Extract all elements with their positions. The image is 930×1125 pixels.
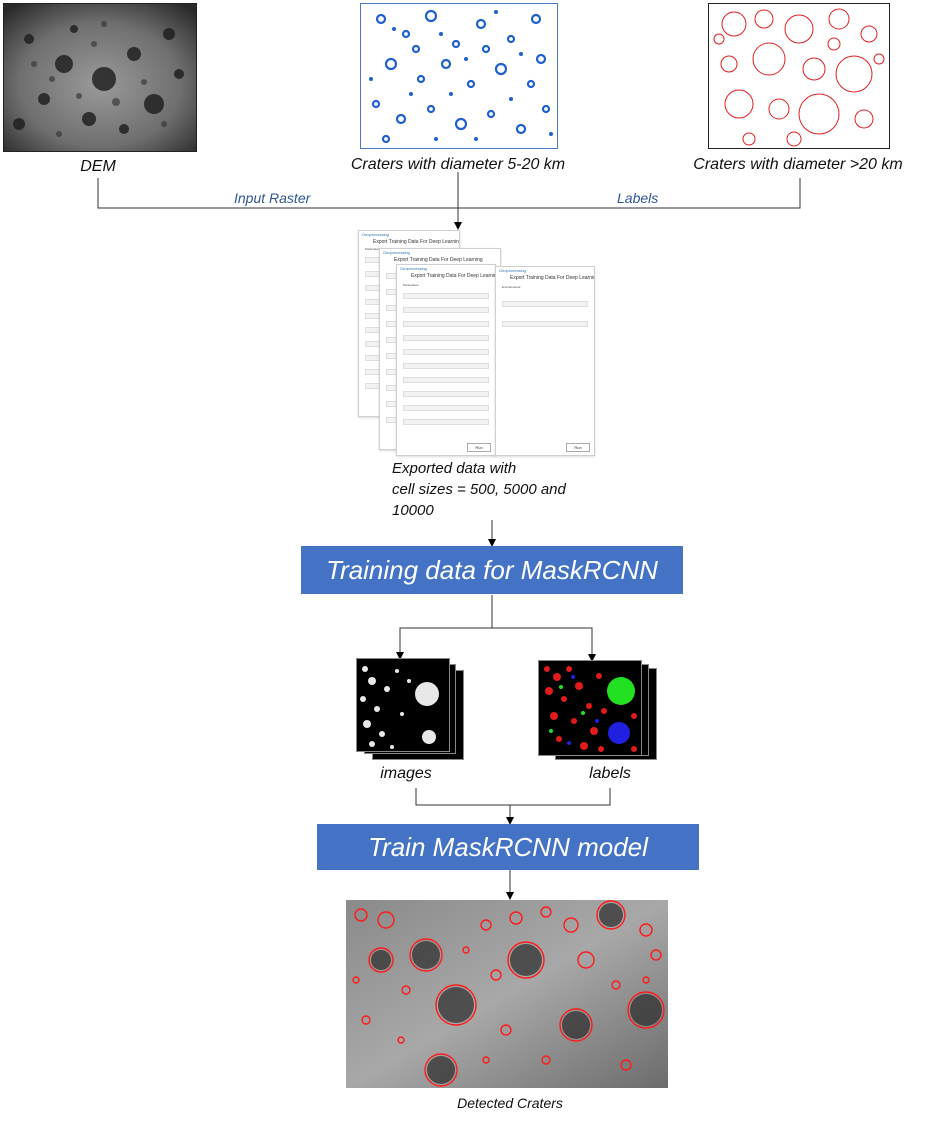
merge-images-labels: [415, 788, 611, 806]
small-craters-caption: Craters with diameter 5-20 km: [350, 156, 566, 173]
param-field: [403, 335, 489, 341]
run-button[interactable]: Run: [566, 443, 590, 452]
param-field: [403, 405, 489, 411]
tab-parameters: Parameters: [365, 247, 381, 251]
labels-edge-label: Labels: [617, 190, 659, 206]
export-caption-line3: 10000: [392, 502, 434, 519]
training-data-box: Training data for MaskRCNN: [301, 546, 683, 594]
run-button[interactable]: Run: [467, 443, 491, 452]
images-caption: images: [380, 765, 432, 782]
param-field: [403, 391, 489, 397]
export-tool-window-parameters: Geoprocessing Export Training Data For D…: [396, 264, 496, 456]
window-title: Export Training Data For Deep Learning: [411, 273, 496, 279]
tab-environments: Environments: [502, 285, 521, 289]
window-group-label: Geoprocessing: [383, 250, 410, 255]
arrow-to-labels: [492, 627, 596, 662]
window-title: Export Training Data For Deep Learning: [373, 239, 460, 245]
env-field: [502, 301, 588, 307]
export-tool-window-environments: Geoprocessing Export Training Data For D…: [495, 266, 595, 456]
arrow-to-images: [396, 595, 493, 660]
large-craters-caption: Craters with diameter >20 km: [693, 156, 903, 173]
detected-caption: Detected Craters: [457, 1095, 563, 1111]
dem-caption: DEM: [80, 158, 116, 175]
labels-caption: labels: [589, 765, 631, 782]
large-craters-image: [708, 3, 890, 149]
export-caption: Exported data with cell sizes = 500, 500…: [392, 458, 592, 521]
input-merge-line: [97, 178, 801, 209]
export-caption-line1: Exported data with: [392, 460, 517, 477]
dem-image: [3, 3, 197, 152]
labels-stack-front: [538, 660, 642, 756]
tab-parameters: Parameters: [403, 283, 419, 287]
param-field: [403, 307, 489, 313]
window-title: Export Training Data For Deep Learning: [394, 257, 483, 263]
window-title: Export Training Data For Deep Learning: [510, 275, 595, 281]
window-group-label: Geoprocessing: [362, 232, 389, 237]
input-raster-label: Input Raster: [234, 190, 311, 206]
small-craters-image: [360, 3, 558, 149]
export-caption-line2: cell sizes = 500, 5000 and: [392, 481, 566, 498]
param-field: [403, 321, 489, 327]
detected-craters-image: [346, 900, 668, 1088]
param-field: [403, 363, 489, 369]
param-field: [403, 419, 489, 425]
images-stack-front: [356, 658, 450, 752]
window-group-label: Geoprocessing: [400, 266, 427, 271]
param-field: [403, 293, 489, 299]
window-group-label: Geoprocessing: [499, 268, 526, 273]
env-field: [502, 321, 588, 327]
param-field: [403, 349, 489, 355]
train-model-box: Train MaskRCNN model: [317, 824, 699, 870]
param-field: [403, 377, 489, 383]
